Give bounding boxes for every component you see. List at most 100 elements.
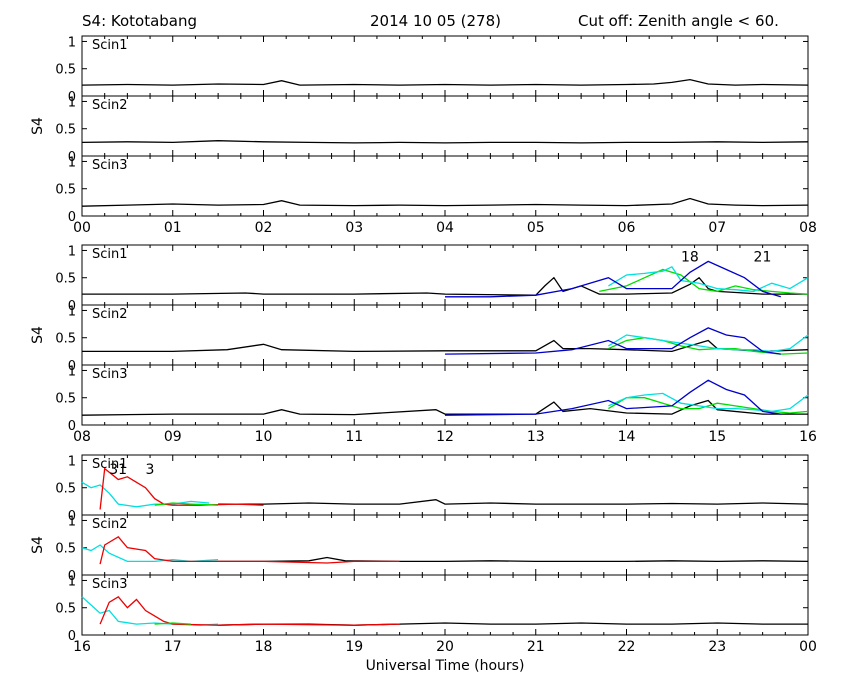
x-tick-label: 01 [164,220,182,236]
panel-label: Scin2 [92,517,128,532]
panel-frame [81,95,809,157]
panel-label: Scin3 [92,577,128,592]
series-line [81,399,808,416]
y-tick-label: 0 [68,629,76,644]
panel-frame [81,364,809,426]
series-line [608,397,809,414]
x-tick-label: 07 [708,220,726,236]
panel-label: Scin1 [92,38,128,53]
y-tick-label: 1 [68,155,76,170]
panel-label: Scin3 [92,367,128,382]
series-line [81,481,210,508]
panel-label: Scin2 [92,307,128,322]
x-axis-label: Universal Time (hours) [366,658,525,674]
y-axis-label: S4 [30,326,46,344]
series-line [218,556,809,563]
x-tick-label: 20 [436,639,454,655]
x-tick-label: 04 [436,220,454,236]
y-tick-label: 1 [68,454,76,469]
y-tick-label: 0 [68,90,76,105]
series-line [608,334,809,353]
y-tick-label: 1 [68,244,76,259]
x-tick-label: 06 [618,220,636,236]
panel-label: Scin2 [92,98,128,113]
y-tick-label: 0.5 [55,183,76,198]
x-tick-label: 18 [255,639,273,655]
y-tick-label: 0.5 [55,272,76,287]
satellite-label: 18 [681,249,699,265]
y-tick-label: 0 [68,150,76,165]
y-tick-label: 0 [68,569,76,584]
x-tick-label: 11 [345,429,363,445]
x-tick-label: 08 [73,429,91,445]
satellite-label: 21 [754,249,772,265]
x-tick-label: 23 [708,639,726,655]
series-line [599,268,809,295]
x-tick-label: 10 [255,429,273,445]
series-line [81,78,809,86]
x-tick-label: 02 [255,220,273,236]
x-tick-label: 16 [799,429,817,445]
y-tick-label: 0.5 [55,392,76,407]
panel-label: Scin3 [92,158,128,173]
series-line [81,140,809,144]
x-tick-label: 14 [618,429,636,445]
panel-label: Scin1 [92,247,128,262]
panel-frame [81,35,809,97]
series-line [82,339,809,353]
x-tick-label: 21 [527,639,545,655]
y-tick-label: 1 [68,574,76,589]
series-line [82,276,808,296]
series-line [99,595,400,626]
panel-frame [81,574,809,636]
x-tick-label: 00 [799,639,817,655]
x-tick-label: 19 [345,639,363,655]
series-line [608,265,809,293]
x-tick-label: 16 [73,639,91,655]
y-tick-label: 1 [68,35,76,50]
y-tick-label: 0 [68,210,76,225]
cutoff-title: Cut off: Zenith angle < 60. [578,12,779,30]
x-tick-label: 17 [164,639,182,655]
series-line [81,596,219,626]
satellite-label: 3 [146,462,155,478]
series-line [608,337,809,355]
y-axis-label: S4 [30,117,46,135]
panel-frame [81,155,809,217]
x-tick-label: 09 [164,429,182,445]
y-tick-label: 0.5 [55,602,76,617]
series-line [445,260,781,298]
y-tick-label: 0.5 [55,542,76,557]
x-tick-label: 00 [73,220,91,236]
series-line [444,379,781,416]
x-tick-label: 03 [345,220,363,236]
panel-frame [81,514,809,576]
x-tick-label: 22 [618,639,636,655]
y-tick-label: 1 [68,95,76,110]
date-title: 2014 10 05 (278) [370,12,501,30]
series-line [608,392,809,413]
x-tick-label: 12 [436,429,454,445]
y-tick-label: 0 [68,359,76,374]
series-line [444,327,781,355]
y-tick-label: 1 [68,364,76,379]
y-tick-label: 0.5 [55,332,76,347]
y-tick-label: 0.5 [55,482,76,497]
series-line [218,499,809,505]
x-tick-label: 15 [708,429,726,445]
series-line [81,197,809,207]
y-tick-label: 0.5 [55,63,76,78]
x-tick-label: 13 [527,429,545,445]
y-axis-label: S4 [30,536,46,554]
panel-label: Scin1 [92,457,128,472]
y-tick-label: 0 [68,419,76,434]
y-tick-label: 0.5 [55,123,76,138]
panel-frame [81,244,809,306]
y-tick-label: 0 [68,299,76,314]
y-tick-label: 1 [68,304,76,319]
panel-frame [81,454,809,516]
series-line [154,502,219,506]
panel-frame [81,304,809,366]
